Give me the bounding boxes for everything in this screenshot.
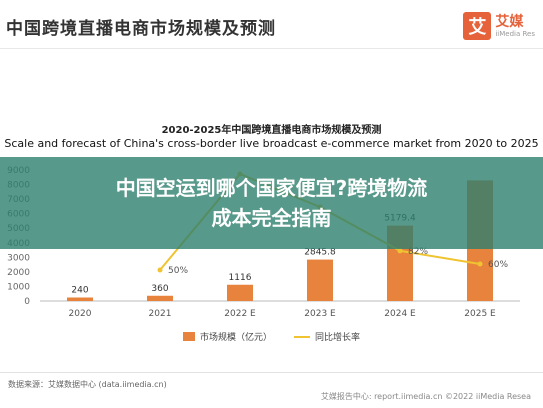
bar <box>67 297 93 301</box>
legend-item-bar: 市场规模（亿元） <box>182 330 272 343</box>
x-tick-label: 2020 <box>69 309 92 319</box>
x-tick-label: 2023 E <box>304 309 336 319</box>
y-tick-label: 2000 <box>7 268 30 278</box>
chart-legend: 市场规模（亿元） 同比增长率 <box>0 330 543 343</box>
footer-credits: 艾媒报告中心: report.iimedia.cn ©2022 iiMedia … <box>321 391 531 402</box>
growth-rate-point <box>157 267 163 273</box>
header-divider <box>0 48 543 49</box>
growth-rate-label: 50% <box>168 266 188 276</box>
x-tick-label: 2024 E <box>384 309 416 319</box>
report-link[interactable]: 艾媒报告中心: report.iimedia.cn <box>320 392 443 401</box>
bar <box>227 284 253 301</box>
legend-swatch-bar <box>182 332 195 341</box>
y-tick-label: 3000 <box>7 253 30 263</box>
bar-value-label: 360 <box>151 284 168 294</box>
x-tick-label: 2021 <box>149 309 172 319</box>
x-tick-label: 2022 E <box>224 309 256 319</box>
page-title: 中国跨境直播电商市场规模及预测 <box>6 19 276 39</box>
bar-value-label: 240 <box>71 286 88 296</box>
bar <box>307 259 333 301</box>
legend-label-line: 同比增长率 <box>315 333 361 343</box>
chart-subtitle: Scale and forecast of China's cross-bord… <box>4 137 539 150</box>
bar-value-label: 1116 <box>229 273 252 283</box>
footer-divider <box>0 372 543 373</box>
headline-banner[interactable]: 中国空运到哪个国家便宜?跨境物流 成本完全指南 <box>0 157 543 249</box>
growth-rate-label: 60% <box>488 260 508 270</box>
bar <box>147 295 173 301</box>
growth-rate-label: 82% <box>408 247 428 257</box>
legend-label-bar: 市场规模（亿元） <box>199 333 272 343</box>
legend-item-line: 同比增长率 <box>294 330 360 343</box>
banner-line-1: 中国空运到哪个国家便宜?跨境物流 <box>115 176 428 200</box>
x-tick-label: 2025 E <box>464 309 496 319</box>
data-source: 数据来源：艾媒数据中心 (data.iimedia.cn) <box>8 380 167 389</box>
logo-name: 艾媒 <box>495 13 524 30</box>
legend-swatch-line <box>294 335 310 338</box>
brand-logo: 艾 艾媒 iiMedia Res <box>463 12 535 40</box>
copyright: ©2022 iiMedia Resea <box>444 392 531 401</box>
y-tick-label: 1000 <box>7 282 30 292</box>
chart-title: 2020-2025年中国跨境直播电商市场规模及预测 <box>161 125 382 136</box>
logo-mark-icon: 艾 <box>463 12 492 40</box>
bar-value-label: 2845.8 <box>304 248 336 258</box>
y-tick-label: 0 <box>24 297 30 307</box>
banner-line-2: 成本完全指南 <box>211 206 332 230</box>
logo-name-en: iiMedia Res <box>495 29 535 38</box>
growth-rate-point <box>477 261 483 267</box>
growth-rate-point <box>397 248 403 254</box>
